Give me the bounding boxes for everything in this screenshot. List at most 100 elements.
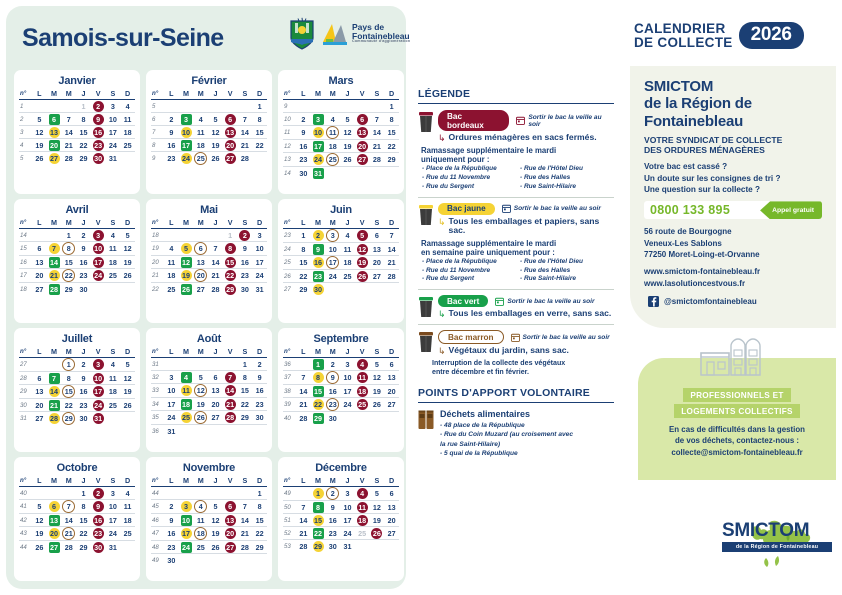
day-none: 17 xyxy=(255,257,264,267)
day-none: 9 xyxy=(330,502,335,512)
day-vert: 10 xyxy=(180,514,192,526)
day-none: 5 xyxy=(374,359,379,369)
day-cell: 10 xyxy=(325,242,341,256)
week-row: 13 23 24 25 26 27 28 29 xyxy=(283,152,399,167)
month-table: n° L M M J V S D 36 1 2 3 4 5 6 37 7 8 9 10 11 12 13 38 14 15 16 17… xyxy=(283,347,399,424)
phone-banner[interactable]: 0800 133 895 Appel gratuit xyxy=(644,201,822,220)
weekday-header: L xyxy=(296,89,311,100)
day-none: 9 xyxy=(242,244,247,253)
phone-free-label: Appel gratuit xyxy=(760,201,822,220)
day-bordeaux: 2 xyxy=(239,229,251,241)
legend-bin-marron: Bac marron Sortir le bac la veille au so… xyxy=(418,330,614,381)
day-jaune: 17 xyxy=(180,528,192,539)
day-cell xyxy=(91,283,106,296)
day-cell xyxy=(222,486,238,500)
day-cell: 11 xyxy=(354,370,370,385)
day-none: 21 xyxy=(240,140,249,150)
day-cell: 6 xyxy=(193,241,209,256)
week-row: 26 22 23 24 25 26 27 28 xyxy=(283,269,399,283)
day-cell: 28 xyxy=(61,541,76,554)
week-number: 46 xyxy=(151,513,164,527)
weekday-header: M xyxy=(193,218,209,229)
day-none: 24 xyxy=(255,271,264,280)
day-vert: 4 xyxy=(180,371,192,383)
day-cell: 11 xyxy=(164,255,179,269)
day-cell: 11 xyxy=(105,241,121,256)
day-cell: 6 xyxy=(32,241,47,256)
day-vert: 6 xyxy=(48,113,60,125)
day-cell xyxy=(120,412,135,426)
week-row: 16 13 14 15 16 17 18 19 xyxy=(19,255,135,269)
pro-email[interactable]: collecte@smictom-fontainebleau.fr xyxy=(671,447,803,457)
day-none: 27 xyxy=(35,284,44,294)
day-cell xyxy=(370,540,385,553)
day-jaune: 1 xyxy=(312,488,324,499)
day-cell: 5 xyxy=(354,228,370,243)
day-cell: 17 xyxy=(90,384,106,399)
day-cell: 4 xyxy=(325,112,341,126)
day-none: 18 xyxy=(328,141,337,151)
day-vert: 26 xyxy=(180,283,192,295)
day-jaune: 24 xyxy=(312,154,324,165)
day-cell xyxy=(223,554,238,567)
day-bordeaux: 14 xyxy=(224,385,236,396)
facebook-handle[interactable]: @smictomfontainebleau xyxy=(664,297,757,307)
day-cell xyxy=(296,357,311,371)
week-number: 29 xyxy=(19,384,32,399)
day-cell: 22 xyxy=(252,526,267,541)
week-row: 19 4 5 6 7 8 9 10 xyxy=(151,241,267,256)
facebook-icon[interactable] xyxy=(648,296,659,308)
day-cell: 5 xyxy=(369,486,385,501)
day-bordeaux: 26 xyxy=(356,270,368,282)
marron-note-line1: Interruption de la collecte des végétaux xyxy=(432,359,566,368)
day-cell: 4 xyxy=(340,228,355,243)
week-row: 49 1 2 3 4 5 6 xyxy=(283,486,399,501)
day-cell: 28 xyxy=(369,152,385,167)
month-card: Juillet n° L M M J V S D 27 1 2 3 4 5 28 6 7 8 9 10 11 12 29 13 1… xyxy=(14,328,140,452)
syndicat-line1: VOTRE SYNDICAT DE COLLECTE xyxy=(644,135,783,146)
day-cell: 25 xyxy=(354,526,370,540)
week-row: 52 21 22 23 24 25 26 27 xyxy=(283,526,399,540)
week-row: 53 28 29 30 31 xyxy=(283,540,399,553)
day-bordeaux: 2 xyxy=(92,100,104,112)
week-number-header: n° xyxy=(151,476,164,487)
week-row: 30 20 21 22 23 24 25 26 xyxy=(19,398,135,412)
pays-de-fontainebleau-logo: Pays de Fontainebleau Communauté d'agglo… xyxy=(322,22,410,46)
day-none: 27 xyxy=(387,400,396,409)
month-table: n° L M M J V S D 27 1 2 3 4 5 28 6 7 8 9 10 11 12 29 13 14 15 16 17… xyxy=(19,347,135,425)
week-number: 9 xyxy=(283,99,296,113)
week-row: 29 13 14 15 16 17 18 19 xyxy=(19,384,135,399)
day-cell: 6 xyxy=(222,499,238,514)
day-none: 6 xyxy=(37,373,42,383)
month-table: n° L M M J V S D 49 1 2 3 4 5 6 50 7 8 9 10 11 12 13 51 14 15 16 17… xyxy=(283,476,399,552)
website-link[interactable]: www.lasolutioncestvous.fr xyxy=(644,278,746,288)
weekday-header: V xyxy=(222,89,238,100)
day-cell: 27 xyxy=(193,283,208,296)
day-bordeaux: 26 xyxy=(371,527,383,539)
day-bordeaux: 30 xyxy=(92,541,104,553)
day-cell: 15 xyxy=(76,125,91,139)
day-none: 17 xyxy=(343,386,352,396)
food-waste-container-icon xyxy=(418,410,434,430)
day-none: 19 xyxy=(35,529,44,538)
phone-number[interactable]: 0800 133 895 xyxy=(650,203,731,218)
week-number: 43 xyxy=(19,526,32,541)
day-jaune: 15 xyxy=(312,514,324,526)
website-link[interactable]: www.smictom-fontainebleau.fr xyxy=(644,267,761,277)
veille-note-marron: Sortir le bac la veille au soir xyxy=(510,333,610,342)
day-cell: 27 xyxy=(32,283,47,296)
facebook-row[interactable]: @smictomfontainebleau xyxy=(648,296,822,308)
day-bordeaux: 20 xyxy=(224,528,236,539)
day-bordeaux: 24 xyxy=(92,270,104,281)
week-number: 16 xyxy=(19,255,32,269)
day-none: 5 xyxy=(213,502,218,511)
weekday-header: L xyxy=(164,476,179,487)
day-none: 13 xyxy=(211,386,220,395)
day-cell xyxy=(61,486,77,500)
veille-note-vert: Sortir le bac la veille au soir xyxy=(495,297,595,306)
day-cell: 4 xyxy=(193,112,209,126)
week-number: 51 xyxy=(283,513,296,527)
day-cell: 1 xyxy=(222,228,238,242)
week-row: 40 1 2 3 4 xyxy=(19,486,135,500)
day-cell: 12 xyxy=(120,241,135,256)
